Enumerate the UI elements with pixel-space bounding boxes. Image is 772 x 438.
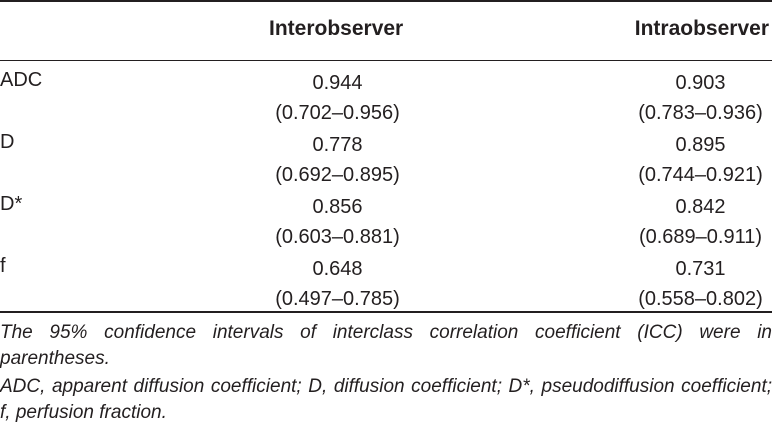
table-top-rule — [0, 0, 772, 2]
interobserver-cell: 0.648 (0.497–0.785) — [269, 254, 406, 314]
table-body: ADC 0.944 (0.702–0.956) 0.903 (0.783–0.9… — [0, 64, 772, 312]
icc-value: 0.903 — [675, 72, 726, 94]
table-header: Interobserver Intraobserver — [0, 0, 772, 60]
footnote-abbreviations: ADC, apparent diffusion coefficient; D, … — [0, 376, 772, 423]
row-parameter-label: ADC — [0, 69, 43, 91]
icc-confidence-interval: (0.783–0.936) — [638, 102, 763, 124]
icc-value: 0.778 — [312, 134, 363, 156]
interobserver-cell: 0.944 (0.702–0.956) — [269, 68, 406, 128]
icc-confidence-interval: (0.603–0.881) — [275, 226, 400, 248]
icc-confidence-interval: (0.744–0.921) — [638, 164, 763, 186]
icc-value: 0.731 — [675, 258, 726, 280]
row-parameter-label: D — [0, 131, 15, 153]
icc-value: 0.842 — [675, 196, 726, 218]
intraobserver-cell: 0.903 (0.783–0.936) — [632, 68, 769, 128]
table-footnotes: The 95% confidence intervals of intercla… — [0, 320, 772, 426]
header-divider-rule — [0, 60, 772, 61]
icc-value: 0.895 — [675, 134, 726, 156]
column-header-interobserver: Interobserver — [269, 17, 404, 40]
icc-confidence-interval: (0.692–0.895) — [275, 164, 400, 186]
icc-confidence-interval: (0.689–0.911) — [638, 226, 763, 248]
table-bottom-rule — [0, 311, 772, 313]
icc-confidence-interval: (0.702–0.956) — [275, 102, 400, 124]
intraobserver-cell: 0.842 (0.689–0.911) — [632, 192, 769, 252]
row-parameter-label: f — [0, 255, 6, 277]
icc-value: 0.648 — [312, 258, 363, 280]
table-row: D* 0.856 (0.603–0.881) 0.842 (0.689–0.91… — [0, 188, 772, 250]
table-row: ADC 0.944 (0.702–0.956) 0.903 (0.783–0.9… — [0, 64, 772, 126]
table-row: D 0.778 (0.692–0.895) 0.895 (0.744–0.921… — [0, 126, 772, 188]
icc-value: 0.856 — [312, 196, 363, 218]
icc-value: 0.944 — [312, 72, 363, 94]
interobserver-cell: 0.856 (0.603–0.881) — [269, 192, 406, 252]
icc-confidence-interval: (0.497–0.785) — [275, 288, 400, 310]
icc-confidence-interval: (0.558–0.802) — [638, 288, 763, 310]
interobserver-cell: 0.778 (0.692–0.895) — [269, 130, 406, 190]
intraobserver-cell: 0.731 (0.558–0.802) — [632, 254, 769, 314]
table-row: f 0.648 (0.497–0.785) 0.731 (0.558–0.802… — [0, 250, 772, 312]
row-parameter-label: D* — [0, 193, 23, 215]
column-header-intraobserver: Intraobserver — [634, 17, 769, 40]
footnote-confidence-interval: The 95% confidence intervals of intercla… — [0, 322, 772, 369]
intraobserver-cell: 0.895 (0.744–0.921) — [632, 130, 769, 190]
